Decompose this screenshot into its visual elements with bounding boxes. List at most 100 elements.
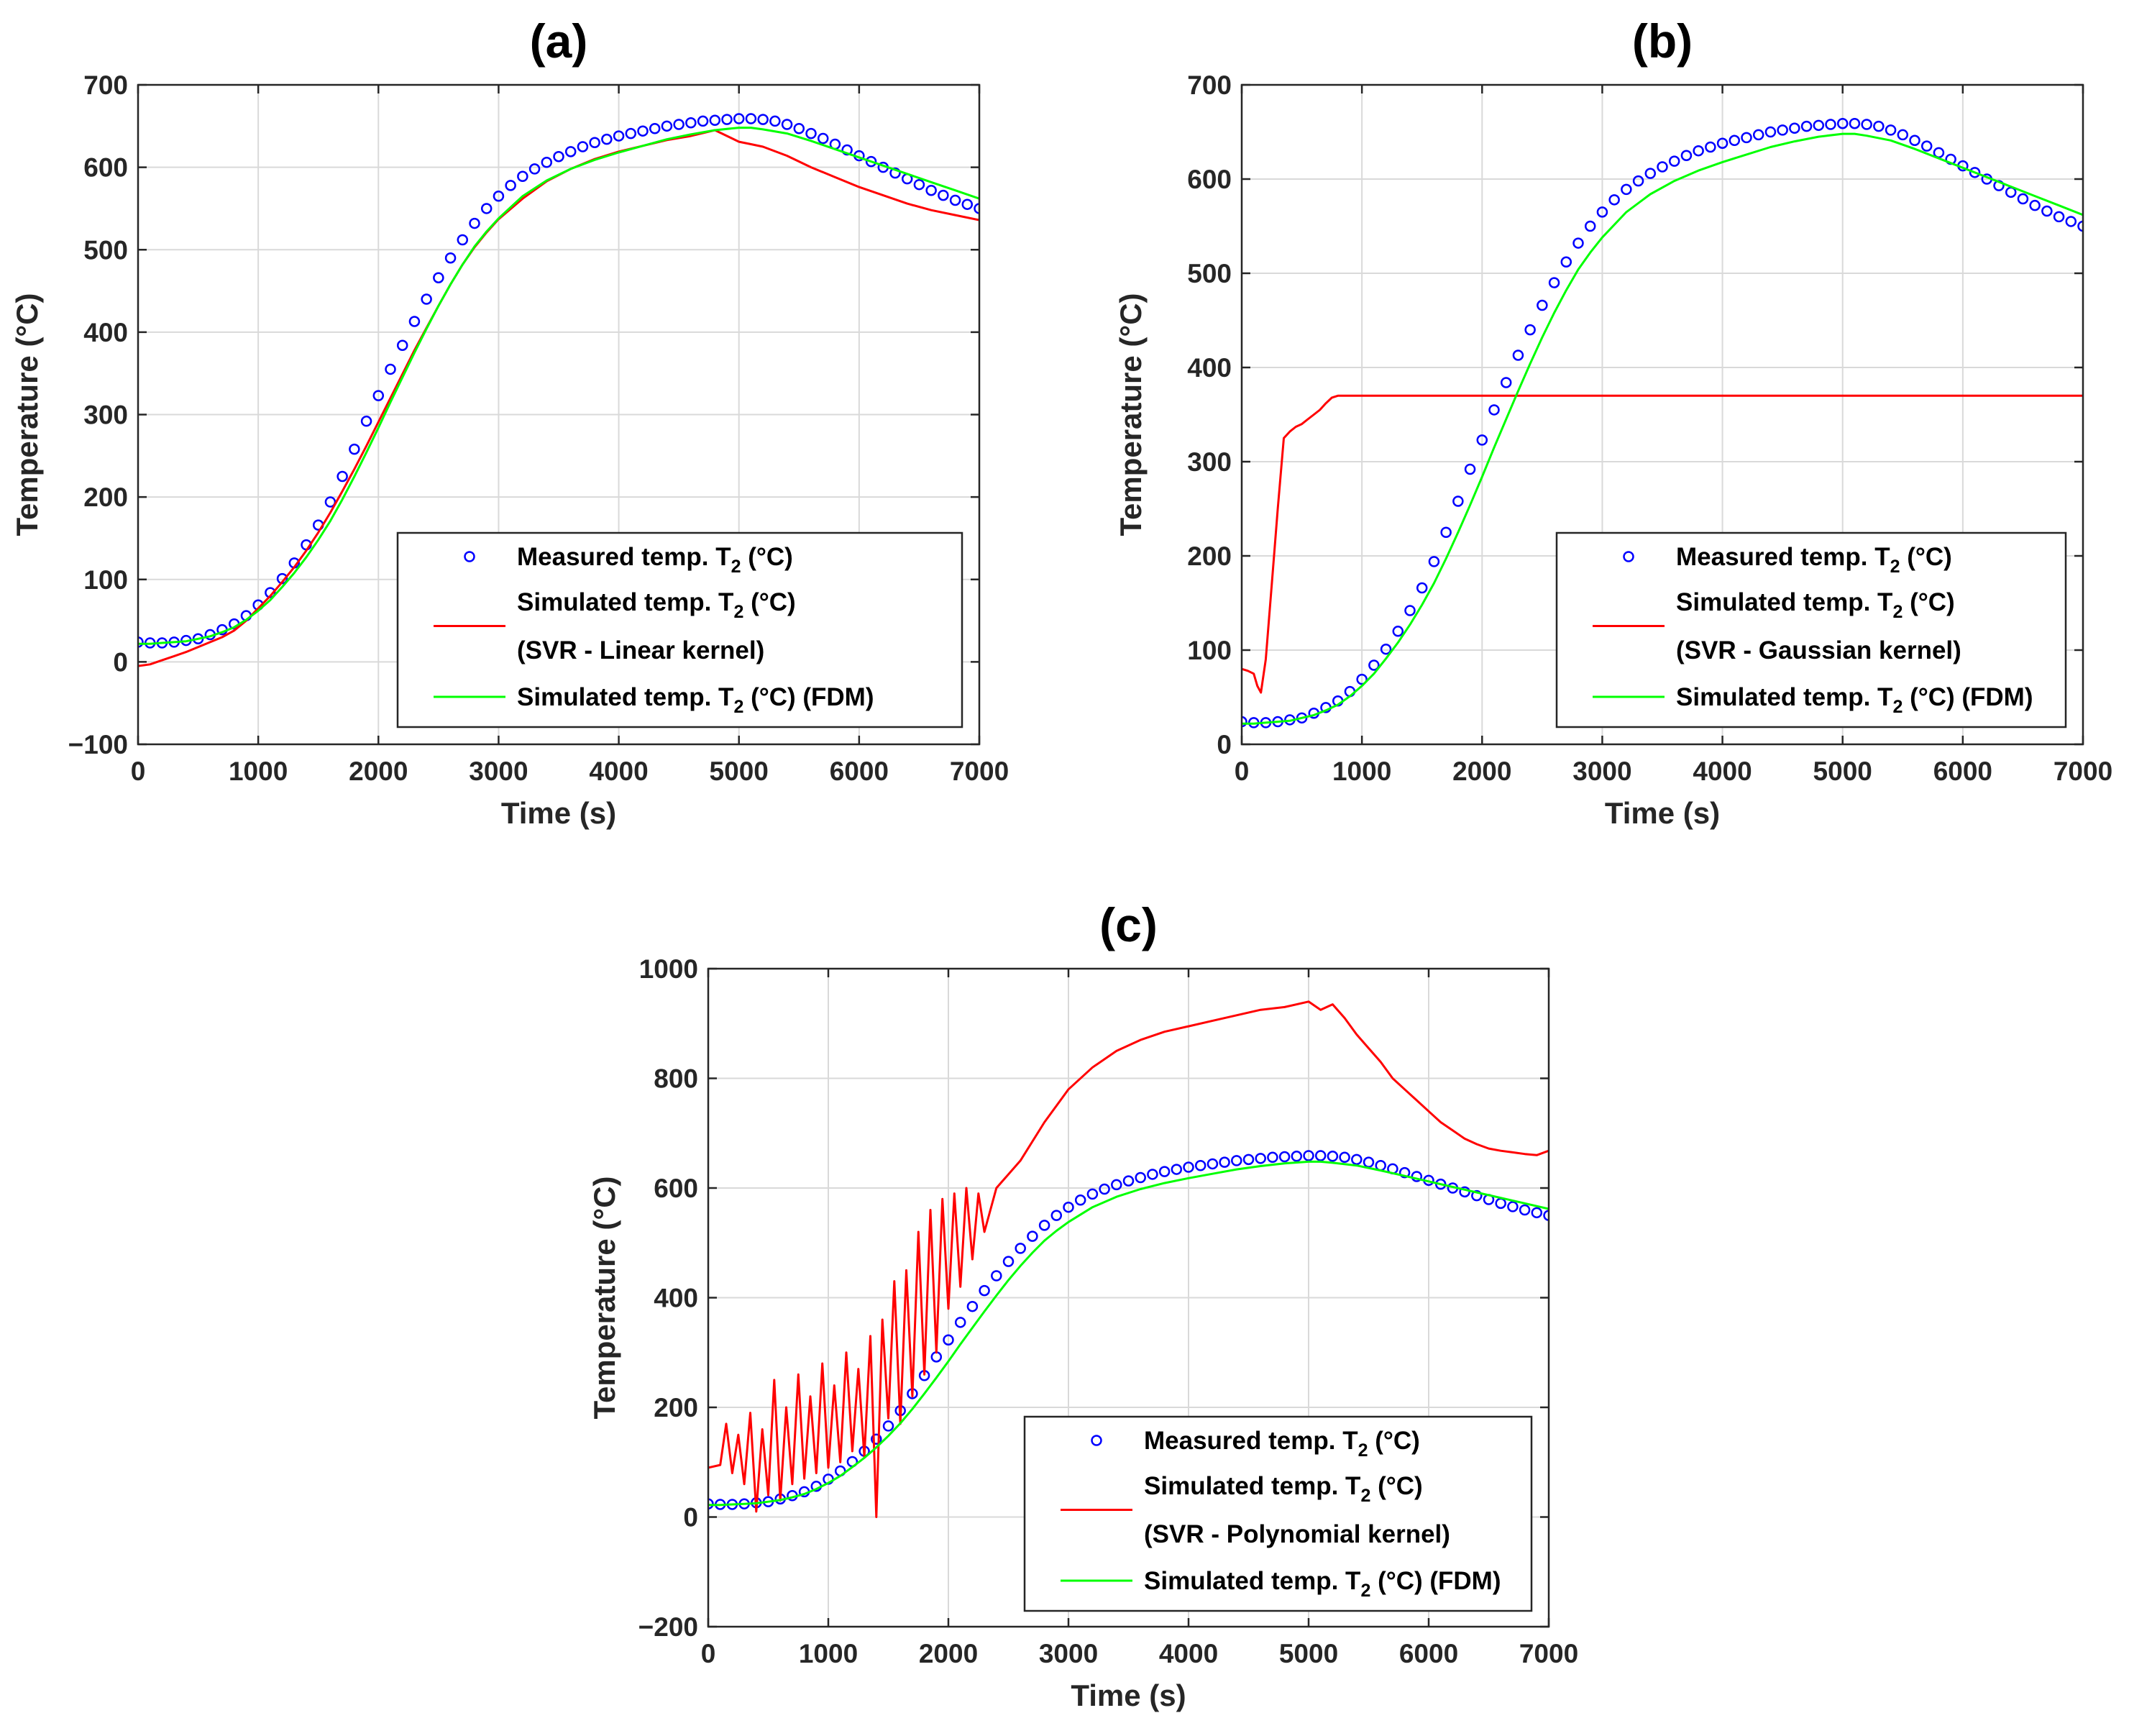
legend-subscript: 2 [1360,1486,1370,1506]
y-axis-label: Temperature (°C) [10,293,44,536]
measured-point [1920,140,1933,152]
y-tick-label: 700 [1187,70,1232,100]
measured-point [733,113,745,124]
x-tick-label: 2000 [919,1639,978,1668]
measured-point [661,120,673,132]
legend-subscript: 2 [733,602,743,622]
measured-point [1015,1243,1026,1254]
x-tick-label: 7000 [2054,757,2112,786]
measured-point [817,132,829,145]
fdm-line [1242,132,2083,725]
y-tick-label: 500 [1187,259,1232,288]
x-tick-label: 1000 [799,1639,858,1668]
measured-point [1339,1151,1350,1164]
legend-label-svr-kernel: (SVR - Linear kernel) [517,636,764,664]
measured-point [1038,1220,1050,1231]
measured-point [1398,1166,1411,1179]
chart-c: (c)0 1000 2000 3000 4000 5000 6000 7000−2000200… [587,898,1578,1712]
legend-label-svr-kernel: (SVR - Gaussian kernel) [1676,636,1961,664]
y-tick-label: 0 [113,647,128,677]
x-tick-label: 5000 [1279,1639,1338,1668]
legend-subscript: 2 [1892,602,1903,622]
x-tick-label: 5000 [1813,757,1872,786]
legend-subscript: 2 [733,697,743,717]
measured-point [1242,716,1247,728]
measured-point [1500,377,1512,388]
measured-point [396,339,408,351]
measured-point [1086,1188,1099,1200]
legend-text-part: (°C) [741,543,792,571]
measured-point [1825,119,1836,130]
measured-point [865,155,877,168]
legend-text-part: Simulated temp. T [1144,1567,1360,1595]
measured-point [1027,1230,1038,1242]
legend-box [1555,531,2067,728]
measured-point [1122,1175,1135,1187]
legend-label-fdm: Simulated temp. T2 (°C) (FDM) [1676,683,2033,717]
measured-point [457,234,469,246]
measured-point [480,203,493,214]
x-tick-label: 3000 [469,757,528,786]
legend-text-part: (°C) (FDM) [1903,683,2033,711]
fdm-line [138,127,979,645]
measured-point [943,1334,954,1346]
measured-point [979,1284,990,1297]
x-tick-label: 0 [1235,757,1250,786]
plot-area [708,1000,1549,1518]
legend-text-part: (°C) [743,588,795,616]
measured-point [1861,119,1872,130]
measured-point [1764,126,1777,138]
y-tick-label: 300 [1187,447,1232,477]
measured-point [938,189,949,201]
measured-point [1327,1151,1339,1162]
measured-point [1002,1256,1015,1267]
legend-text-part: Simulated temp. T [517,588,733,616]
measured-point [601,133,613,145]
measured-point [1741,132,1752,144]
x-tick-label: 2000 [1452,757,1511,786]
measured-point [991,1270,1002,1282]
legend-subscript: 2 [1358,1440,1368,1461]
measured-point [421,293,432,305]
y-tick-label: 1000 [639,954,698,984]
measured-point [528,163,541,175]
legend-text-part: Simulated temp. T [517,683,733,711]
measured-point [408,316,421,327]
measured-point [1969,167,1981,178]
y-axis-label: Temperature (°C) [1114,293,1148,536]
measured-point [709,114,721,127]
measured-point [974,203,979,214]
y-tick-label: 0 [683,1503,698,1532]
y-tick-label: 600 [1187,165,1232,194]
measured-point [1158,1166,1171,1177]
measured-point [2041,205,2053,217]
measured-point [1519,1204,1531,1216]
y-tick-label: 400 [654,1284,698,1313]
y-tick-label: 0 [1217,730,1232,759]
x-tick-label: 6000 [1399,1639,1458,1668]
chart-title: (b) [1632,14,1693,68]
x-axis-label: Time (s) [1605,796,1720,830]
measured-point [2029,199,2041,211]
legend-label-svr: Simulated temp. T2 (°C) [1676,588,1955,622]
measured-point [1909,134,1920,147]
measured-point [613,130,625,142]
measured-point [637,125,649,137]
measured-point [493,190,505,202]
measured-point [324,496,336,508]
legend-text-part: (SVR - Linear kernel) [517,636,764,664]
legend: Measured temp. T2 (°C)Simulated temp. T2… [1023,1415,1533,1612]
measured-point [541,156,553,168]
measured-point [564,146,577,157]
legend-text-part: (°C) (FDM) [1370,1567,1501,1595]
y-tick-label: 600 [654,1174,698,1203]
measured-point [1596,206,1608,218]
legend-text-part: Simulated temp. T [1144,1472,1360,1500]
x-tick-label: 4000 [1693,757,1752,786]
measured-point [625,127,637,140]
measured-point [1537,299,1548,311]
measured-point [805,127,817,140]
x-tick-label: 3000 [1039,1639,1098,1668]
measured-point [138,636,144,648]
measured-point [1813,119,1825,132]
